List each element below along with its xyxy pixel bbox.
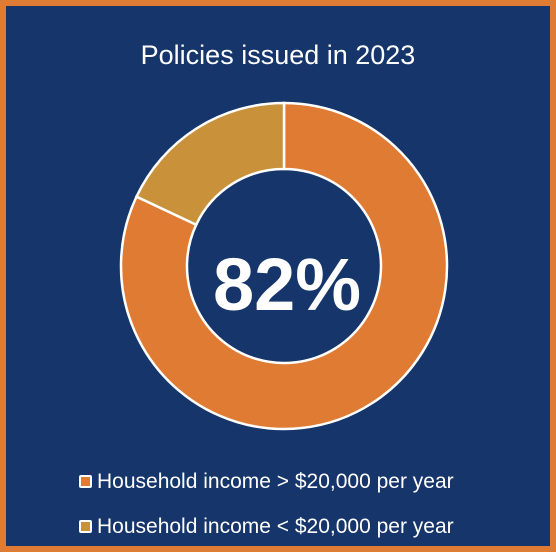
legend: Household income > $20,000 per year Hous…: [79, 468, 454, 558]
legend-swatch: [79, 520, 92, 533]
chart-title: Policies issued in 2023: [140, 40, 416, 70]
donut-chart: 82%: [119, 101, 449, 431]
legend-swatch: [79, 475, 92, 488]
legend-item: Household income > $20,000 per year: [79, 468, 454, 495]
legend-item: Household income < $20,000 per year: [79, 513, 454, 540]
legend-label: Household income > $20,000 per year: [97, 469, 454, 493]
legend-label: Household income < $20,000 per year: [97, 514, 454, 538]
center-percent-label: 82%: [213, 243, 361, 326]
donut-slice-1: [134, 101, 286, 227]
donut-slice-0: [119, 101, 449, 431]
